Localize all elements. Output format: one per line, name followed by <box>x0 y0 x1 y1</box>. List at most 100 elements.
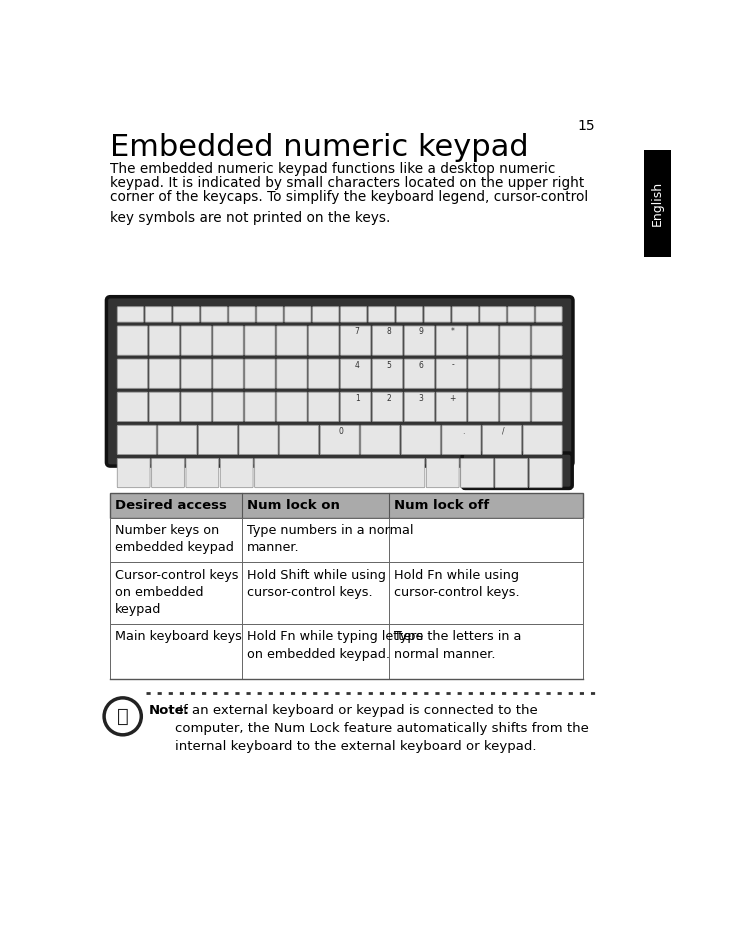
FancyBboxPatch shape <box>245 326 275 356</box>
FancyBboxPatch shape <box>158 425 197 455</box>
Text: Hold Fn while using
cursor-control keys.: Hold Fn while using cursor-control keys. <box>394 569 519 599</box>
FancyBboxPatch shape <box>468 359 498 388</box>
FancyBboxPatch shape <box>186 458 219 488</box>
FancyBboxPatch shape <box>245 393 275 421</box>
FancyBboxPatch shape <box>469 495 486 520</box>
FancyBboxPatch shape <box>340 307 367 322</box>
FancyBboxPatch shape <box>436 359 466 388</box>
Text: Note:: Note: <box>149 704 190 717</box>
FancyBboxPatch shape <box>500 393 530 421</box>
Text: Num lock off: Num lock off <box>394 499 489 512</box>
FancyBboxPatch shape <box>117 359 148 388</box>
FancyBboxPatch shape <box>361 425 400 455</box>
FancyBboxPatch shape <box>313 307 339 322</box>
Text: 3: 3 <box>419 394 424 403</box>
FancyBboxPatch shape <box>181 393 211 421</box>
Text: 0: 0 <box>339 427 344 436</box>
FancyBboxPatch shape <box>117 425 157 455</box>
FancyBboxPatch shape <box>239 425 278 455</box>
Text: -: - <box>451 360 454 369</box>
FancyBboxPatch shape <box>442 425 481 455</box>
FancyBboxPatch shape <box>404 359 435 388</box>
FancyBboxPatch shape <box>507 495 524 520</box>
FancyBboxPatch shape <box>257 307 283 322</box>
FancyBboxPatch shape <box>173 307 199 322</box>
Bar <box>110 493 583 518</box>
Text: Type the letters in a
normal manner.: Type the letters in a normal manner. <box>394 630 521 660</box>
FancyBboxPatch shape <box>309 393 339 421</box>
FancyBboxPatch shape <box>532 326 562 356</box>
Bar <box>110 518 583 562</box>
FancyBboxPatch shape <box>530 458 562 488</box>
FancyBboxPatch shape <box>545 495 562 520</box>
FancyBboxPatch shape <box>500 359 530 388</box>
FancyBboxPatch shape <box>468 326 498 356</box>
FancyBboxPatch shape <box>404 393 435 421</box>
FancyBboxPatch shape <box>461 458 493 488</box>
FancyBboxPatch shape <box>254 458 424 488</box>
Text: 9: 9 <box>419 328 424 336</box>
Text: corner of the keycaps. To simplify the keyboard legend, cursor-control: corner of the keycaps. To simplify the k… <box>110 190 589 204</box>
FancyBboxPatch shape <box>309 326 339 356</box>
Text: *: * <box>451 328 455 336</box>
FancyBboxPatch shape <box>532 393 562 421</box>
Bar <box>644 150 671 257</box>
Text: Embedded numeric keypad: Embedded numeric keypad <box>110 133 529 162</box>
FancyBboxPatch shape <box>320 425 360 455</box>
FancyBboxPatch shape <box>452 307 478 322</box>
FancyBboxPatch shape <box>508 307 534 322</box>
FancyBboxPatch shape <box>107 296 573 466</box>
FancyBboxPatch shape <box>424 307 451 322</box>
Text: If an external keyboard or keypad is connected to the
computer, the Num Lock fea: If an external keyboard or keypad is con… <box>175 704 589 753</box>
FancyBboxPatch shape <box>181 359 211 388</box>
Text: key symbols are not printed on the keys.: key symbols are not printed on the keys. <box>110 211 391 225</box>
Bar <box>110 624 583 680</box>
FancyBboxPatch shape <box>536 307 562 322</box>
FancyBboxPatch shape <box>117 393 148 421</box>
FancyBboxPatch shape <box>488 495 505 520</box>
FancyBboxPatch shape <box>245 359 275 388</box>
Text: 1: 1 <box>355 394 360 403</box>
FancyBboxPatch shape <box>213 393 243 421</box>
FancyBboxPatch shape <box>404 326 435 356</box>
Text: Number keys on
embedded keypad: Number keys on embedded keypad <box>115 524 233 555</box>
FancyBboxPatch shape <box>426 458 459 488</box>
Text: .: . <box>462 427 464 436</box>
Text: 2: 2 <box>386 394 392 403</box>
FancyBboxPatch shape <box>340 359 371 388</box>
Text: 5: 5 <box>386 360 392 369</box>
Bar <box>110 562 583 624</box>
FancyBboxPatch shape <box>483 425 521 455</box>
FancyBboxPatch shape <box>526 495 543 520</box>
FancyBboxPatch shape <box>229 307 255 322</box>
FancyBboxPatch shape <box>181 326 211 356</box>
Circle shape <box>104 698 141 735</box>
FancyBboxPatch shape <box>149 326 180 356</box>
Text: Desired access: Desired access <box>115 499 227 512</box>
Text: 6: 6 <box>419 360 424 369</box>
Text: English: English <box>651 181 664 226</box>
FancyBboxPatch shape <box>277 326 307 356</box>
FancyBboxPatch shape <box>468 393 498 421</box>
FancyBboxPatch shape <box>436 393 466 421</box>
Text: Main keyboard keys: Main keyboard keys <box>115 630 242 643</box>
FancyBboxPatch shape <box>117 458 150 488</box>
Text: 7: 7 <box>355 328 360 336</box>
Text: /: / <box>502 427 505 436</box>
FancyBboxPatch shape <box>277 359 307 388</box>
FancyBboxPatch shape <box>285 307 311 322</box>
FancyBboxPatch shape <box>201 307 228 322</box>
FancyBboxPatch shape <box>463 453 572 488</box>
FancyBboxPatch shape <box>340 393 371 421</box>
FancyBboxPatch shape <box>436 326 466 356</box>
FancyBboxPatch shape <box>372 326 403 356</box>
FancyBboxPatch shape <box>369 307 395 322</box>
Text: Num lock on: Num lock on <box>247 499 339 512</box>
FancyBboxPatch shape <box>532 359 562 388</box>
FancyBboxPatch shape <box>149 359 180 388</box>
FancyBboxPatch shape <box>280 425 319 455</box>
FancyBboxPatch shape <box>213 326 243 356</box>
FancyBboxPatch shape <box>372 359 403 388</box>
FancyBboxPatch shape <box>277 393 307 421</box>
FancyBboxPatch shape <box>145 307 172 322</box>
